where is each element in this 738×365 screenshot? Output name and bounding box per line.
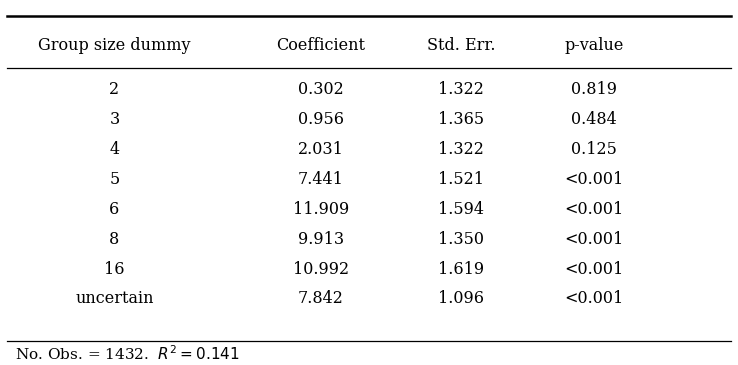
Text: 0.484: 0.484 — [571, 111, 617, 128]
Text: 1.322: 1.322 — [438, 141, 484, 158]
Text: 1.521: 1.521 — [438, 171, 484, 188]
Text: 4: 4 — [109, 141, 120, 158]
Text: 1.594: 1.594 — [438, 201, 484, 218]
Text: 5: 5 — [109, 171, 120, 188]
Text: No. Obs. = 1432.  $R^2 = 0.141$: No. Obs. = 1432. $R^2 = 0.141$ — [15, 345, 240, 364]
Text: <0.001: <0.001 — [565, 171, 624, 188]
Text: <0.001: <0.001 — [565, 201, 624, 218]
Text: 10.992: 10.992 — [293, 261, 349, 277]
Text: <0.001: <0.001 — [565, 231, 624, 247]
Text: 1.365: 1.365 — [438, 111, 484, 128]
Text: Coefficient: Coefficient — [277, 37, 365, 54]
Text: uncertain: uncertain — [75, 291, 154, 307]
Text: 0.125: 0.125 — [571, 141, 617, 158]
Text: 9.913: 9.913 — [298, 231, 344, 247]
Text: Std. Err.: Std. Err. — [427, 37, 495, 54]
Text: <0.001: <0.001 — [565, 291, 624, 307]
Text: 0.956: 0.956 — [298, 111, 344, 128]
Text: 6: 6 — [109, 201, 120, 218]
Text: Group size dummy: Group size dummy — [38, 37, 190, 54]
Text: p-value: p-value — [565, 37, 624, 54]
Text: 7.441: 7.441 — [298, 171, 344, 188]
Text: 0.302: 0.302 — [298, 81, 344, 98]
Text: 1.619: 1.619 — [438, 261, 484, 277]
Text: 1.096: 1.096 — [438, 291, 484, 307]
Text: 2.031: 2.031 — [298, 141, 344, 158]
Text: 7.842: 7.842 — [298, 291, 344, 307]
Text: 2: 2 — [109, 81, 120, 98]
Text: 1.322: 1.322 — [438, 81, 484, 98]
Text: 0.819: 0.819 — [571, 81, 617, 98]
Text: 3: 3 — [109, 111, 120, 128]
Text: 8: 8 — [109, 231, 120, 247]
Text: 1.350: 1.350 — [438, 231, 484, 247]
Text: 16: 16 — [104, 261, 125, 277]
Text: 11.909: 11.909 — [293, 201, 349, 218]
Text: <0.001: <0.001 — [565, 261, 624, 277]
